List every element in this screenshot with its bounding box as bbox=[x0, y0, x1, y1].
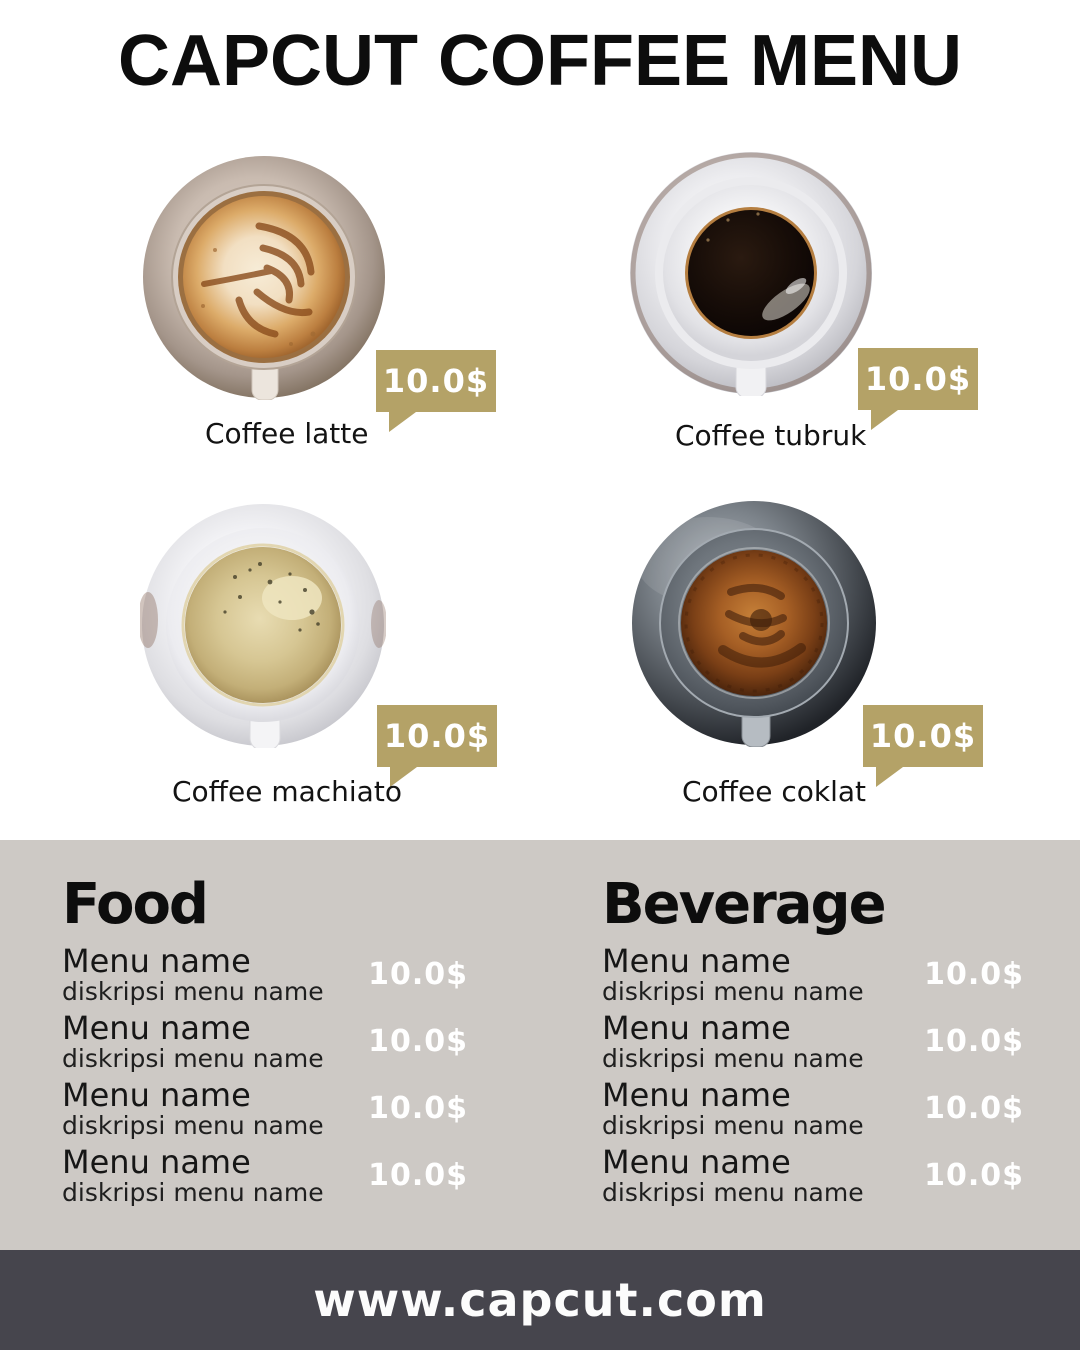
menu-item-name: Menu name bbox=[62, 1075, 251, 1114]
menu-item-text: Menu name diskripsi menu name bbox=[62, 1145, 324, 1206]
menu-item-price: 10.0$ bbox=[924, 1090, 1024, 1126]
menu-column-food: Food Menu name diskripsi menu name 10.0$… bbox=[62, 874, 468, 1212]
price-tag: 10.0$ bbox=[863, 705, 983, 787]
coffee-tubruk-photo bbox=[628, 150, 874, 400]
menu-item-text: Menu name diskripsi menu name bbox=[602, 1145, 864, 1206]
menu-item-price: 10.0$ bbox=[368, 1157, 468, 1193]
price-label: 10.0$ bbox=[869, 717, 977, 755]
menu-heading-beverage: Beverage bbox=[602, 872, 887, 937]
coffee-latte-photo bbox=[141, 154, 387, 404]
menu-panel: Food Menu name diskripsi menu name 10.0$… bbox=[0, 840, 1080, 1250]
price-label: 10.0$ bbox=[382, 362, 490, 400]
menu-item-description: diskripsi menu name bbox=[602, 976, 864, 1006]
menu-item-price: 10.0$ bbox=[924, 1157, 1024, 1193]
menu-item-name: Menu name bbox=[602, 1008, 791, 1047]
menu-item-price: 10.0$ bbox=[368, 956, 468, 992]
menu-item: Menu name diskripsi menu name 10.0$ bbox=[62, 1078, 468, 1139]
price-tag: 10.0$ bbox=[858, 348, 978, 430]
menu-heading-food: Food bbox=[62, 872, 209, 937]
menu-item: Menu name diskripsi menu name 10.0$ bbox=[602, 944, 1024, 1005]
product-name-label: Coffee latte bbox=[205, 417, 369, 450]
menu-item-description: diskripsi menu name bbox=[602, 1177, 864, 1207]
price-label: 10.0$ bbox=[383, 717, 491, 755]
price-tag: 10.0$ bbox=[377, 705, 497, 787]
product-name-label: Coffee coklat bbox=[682, 775, 866, 808]
page-title: CAPCUT COFFEE MENU bbox=[118, 21, 962, 101]
menu-item-description: diskripsi menu name bbox=[62, 1110, 324, 1140]
product-name-label: Coffee machiato bbox=[172, 775, 402, 808]
menu-item-description: diskripsi menu name bbox=[62, 1043, 324, 1073]
menu-item-text: Menu name diskripsi menu name bbox=[602, 1011, 864, 1072]
menu-item-text: Menu name diskripsi menu name bbox=[62, 1078, 324, 1139]
menu-item-name: Menu name bbox=[62, 1142, 251, 1181]
menu-item-name: Menu name bbox=[602, 941, 791, 980]
menu-item-text: Menu name diskripsi menu name bbox=[602, 944, 864, 1005]
menu-item-text: Menu name diskripsi menu name bbox=[62, 1011, 324, 1072]
menu-item-price: 10.0$ bbox=[924, 1023, 1024, 1059]
menu-item-name: Menu name bbox=[602, 1075, 791, 1114]
menu-item-description: diskripsi menu name bbox=[62, 976, 324, 1006]
menu-item: Menu name diskripsi menu name 10.0$ bbox=[62, 1011, 468, 1072]
menu-item: Menu name diskripsi menu name 10.0$ bbox=[602, 1145, 1024, 1206]
menu-column-beverage: Beverage Menu name diskripsi menu name 1… bbox=[602, 874, 1024, 1212]
coffee-coklat-photo bbox=[630, 499, 878, 751]
menu-item-description: diskripsi menu name bbox=[602, 1043, 864, 1073]
menu-item-name: Menu name bbox=[62, 1008, 251, 1047]
menu-item-price: 10.0$ bbox=[368, 1090, 468, 1126]
price-tag: 10.0$ bbox=[376, 350, 496, 432]
footer-bar: www.capcut.com bbox=[0, 1250, 1080, 1350]
menu-item-text: Menu name diskripsi menu name bbox=[602, 1078, 864, 1139]
product-name-label: Coffee tubruk bbox=[675, 419, 867, 452]
coffee-machiato-photo bbox=[138, 502, 387, 752]
menu-item: Menu name diskripsi menu name 10.0$ bbox=[62, 1145, 468, 1206]
menu-item-description: diskripsi menu name bbox=[602, 1110, 864, 1140]
menu-item-description: diskripsi menu name bbox=[62, 1177, 324, 1207]
menu-item: Menu name diskripsi menu name 10.0$ bbox=[602, 1078, 1024, 1139]
menu-item: Menu name diskripsi menu name 10.0$ bbox=[62, 944, 468, 1005]
menu-item-text: Menu name diskripsi menu name bbox=[62, 944, 324, 1005]
website-url: www.capcut.com bbox=[313, 1273, 767, 1327]
menu-item-name: Menu name bbox=[62, 941, 251, 980]
menu-item-name: Menu name bbox=[602, 1142, 791, 1181]
menu-item: Menu name diskripsi menu name 10.0$ bbox=[602, 1011, 1024, 1072]
menu-item-price: 10.0$ bbox=[368, 1023, 468, 1059]
price-label: 10.0$ bbox=[864, 360, 972, 398]
menu-item-price: 10.0$ bbox=[924, 956, 1024, 992]
